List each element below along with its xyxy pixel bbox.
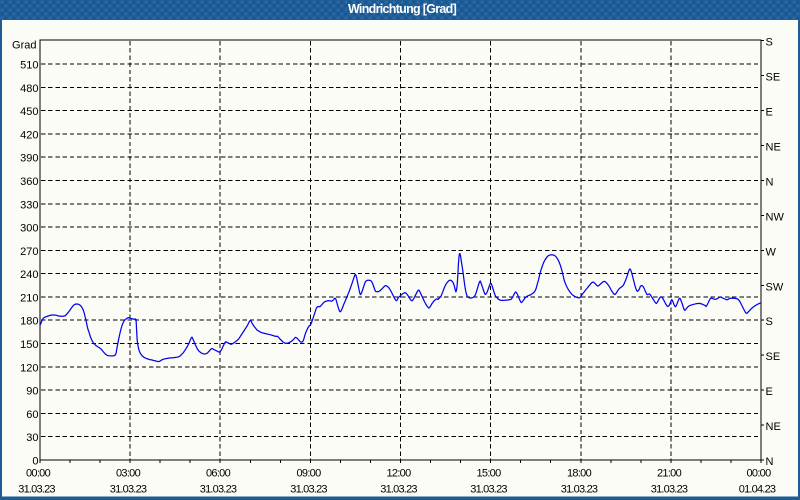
svg-text:30: 30 — [26, 432, 38, 444]
svg-text:09:00: 09:00 — [296, 468, 321, 480]
svg-text:31.03.23: 31.03.23 — [470, 483, 507, 495]
svg-text:31.03.23: 31.03.23 — [380, 483, 417, 495]
svg-text:510: 510 — [20, 60, 38, 72]
svg-text:270: 270 — [20, 246, 38, 258]
svg-text:450: 450 — [20, 106, 38, 118]
svg-text:SE: SE — [766, 72, 781, 84]
svg-text:NE: NE — [766, 421, 781, 433]
svg-text:120: 120 — [20, 363, 38, 375]
svg-text:00:00: 00:00 — [26, 468, 51, 480]
svg-text:60: 60 — [26, 409, 38, 421]
svg-text:150: 150 — [20, 339, 38, 351]
svg-text:360: 360 — [20, 176, 38, 188]
svg-text:210: 210 — [20, 293, 38, 305]
svg-text:240: 240 — [20, 269, 38, 281]
svg-text:390: 390 — [20, 153, 38, 165]
svg-text:N: N — [766, 177, 774, 189]
svg-text:01.04.23: 01.04.23 — [739, 483, 776, 495]
svg-text:S: S — [766, 37, 773, 49]
svg-text:31.03.23: 31.03.23 — [561, 483, 598, 495]
svg-text:31.03.23: 31.03.23 — [651, 483, 688, 495]
svg-text:06:00: 06:00 — [206, 468, 231, 480]
svg-text:E: E — [766, 107, 773, 119]
svg-text:12:00: 12:00 — [386, 468, 411, 480]
svg-text:31.03.23: 31.03.23 — [200, 483, 237, 495]
svg-text:03:00: 03:00 — [116, 468, 141, 480]
svg-text:N: N — [766, 456, 774, 468]
svg-text:330: 330 — [20, 200, 38, 212]
svg-text:SW: SW — [766, 282, 784, 294]
svg-text:Windrichtung [Grad]: Windrichtung [Grad] — [348, 2, 457, 16]
svg-text:90: 90 — [26, 386, 38, 398]
svg-text:15:00: 15:00 — [476, 468, 501, 480]
svg-text:W: W — [766, 247, 777, 259]
svg-text:18:00: 18:00 — [567, 468, 592, 480]
svg-text:420: 420 — [20, 130, 38, 142]
svg-text:NW: NW — [766, 212, 785, 224]
svg-text:Grad: Grad — [12, 40, 36, 52]
svg-text:NE: NE — [766, 142, 781, 154]
svg-text:180: 180 — [20, 316, 38, 328]
svg-text:0: 0 — [32, 456, 38, 468]
svg-text:S: S — [766, 316, 773, 328]
svg-text:300: 300 — [20, 223, 38, 235]
svg-text:21:00: 21:00 — [657, 468, 682, 480]
svg-text:00:00: 00:00 — [746, 468, 771, 480]
svg-text:31.03.23: 31.03.23 — [290, 483, 327, 495]
svg-text:SE: SE — [766, 351, 781, 363]
svg-text:31.03.23: 31.03.23 — [110, 483, 147, 495]
svg-text:31.03.23: 31.03.23 — [18, 483, 55, 495]
svg-text:E: E — [766, 386, 773, 398]
svg-text:480: 480 — [20, 83, 38, 95]
